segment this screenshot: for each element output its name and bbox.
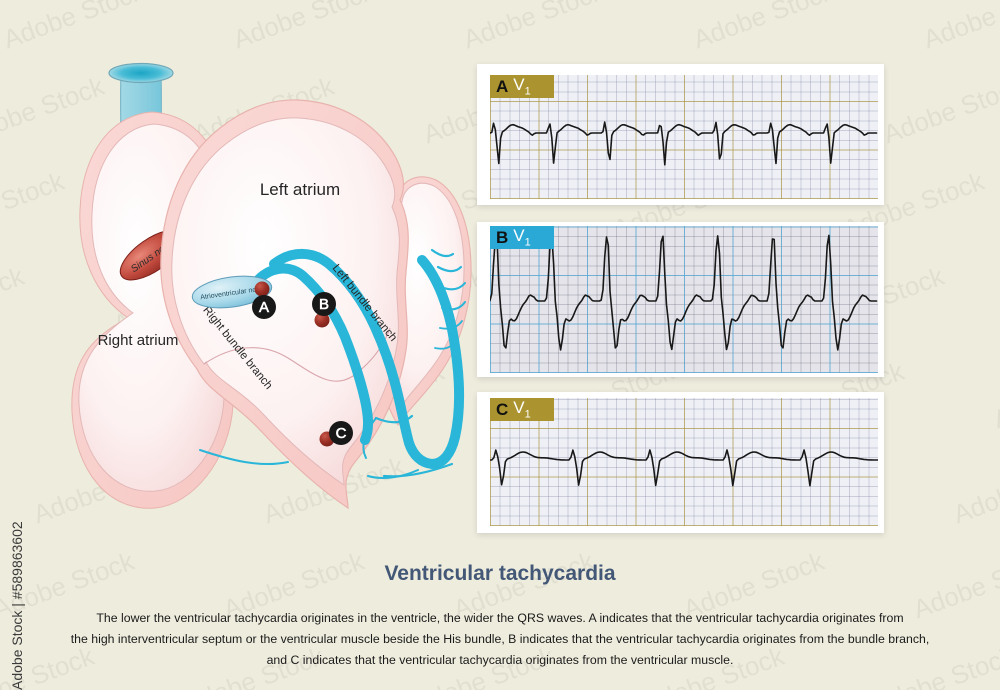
- svg-text:C: C: [336, 425, 347, 442]
- svg-text:B: B: [319, 296, 329, 313]
- svg-text:Left atrium: Left atrium: [260, 180, 340, 199]
- svg-text:A: A: [259, 299, 269, 316]
- svg-text:Right atrium: Right atrium: [98, 332, 179, 349]
